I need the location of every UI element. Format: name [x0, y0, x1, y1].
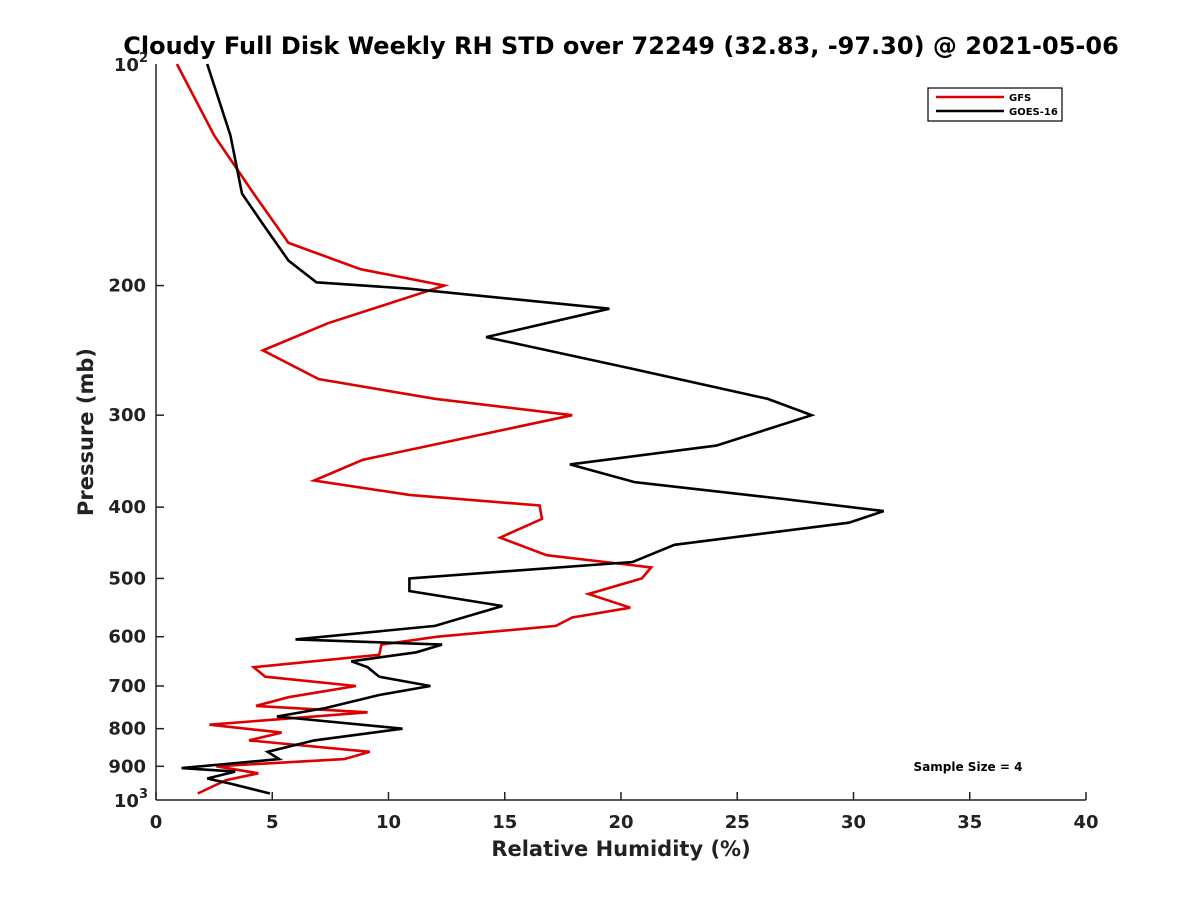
- y-tick-label: 700: [108, 676, 146, 697]
- x-tick-label: 25: [725, 812, 750, 833]
- x-tick-label: 20: [608, 812, 633, 833]
- y-tick-label: 300: [108, 405, 146, 426]
- y-end-tick-label: 102: [114, 51, 148, 76]
- y-tick-label: 600: [108, 627, 146, 648]
- legend-box: [927, 87, 1063, 122]
- y-tick-label: 200: [108, 276, 146, 297]
- y-tick-label: 900: [108, 756, 146, 777]
- x-tick-label: 0: [150, 812, 163, 833]
- sample-size-annotation: Sample Size = 4: [914, 760, 1023, 774]
- x-tick-label: 10: [376, 812, 401, 833]
- y-end-tick-base: 10: [114, 791, 139, 812]
- y-tick-label: 500: [108, 568, 146, 589]
- plot-area: [155, 64, 1086, 801]
- y-tick-label: 400: [108, 497, 146, 518]
- legend: GFS GOES-16: [927, 87, 1063, 122]
- legend-label-goes16: GOES-16: [1009, 107, 1058, 118]
- x-tick-label: 40: [1073, 812, 1098, 833]
- x-tick-label: 35: [957, 812, 982, 833]
- x-tick-label: 15: [492, 812, 517, 833]
- series-line-gfs: [175, 63, 654, 795]
- series-line-goes16: [181, 63, 885, 795]
- x-axis-label: Relative Humidity (%): [491, 837, 750, 861]
- x-tick-label: 30: [841, 812, 866, 833]
- x-tick-label: 5: [266, 812, 279, 833]
- y-end-tick-exponent: 3: [139, 787, 148, 802]
- y-end-tick-exponent: 2: [139, 51, 148, 66]
- x-ticks: 0 5 10 15 20 25 30 35 40: [150, 792, 1099, 833]
- y-axis-label: Pressure (mb): [74, 348, 98, 516]
- y-tick-label: 800: [108, 719, 146, 740]
- y-end-tick-base: 10: [114, 55, 139, 76]
- chart-title: Cloudy Full Disk Weekly RH STD over 7224…: [123, 32, 1119, 60]
- legend-label-gfs: GFS: [1009, 93, 1031, 104]
- y-end-tick-label: 103: [114, 787, 148, 812]
- series-lines: [175, 63, 885, 795]
